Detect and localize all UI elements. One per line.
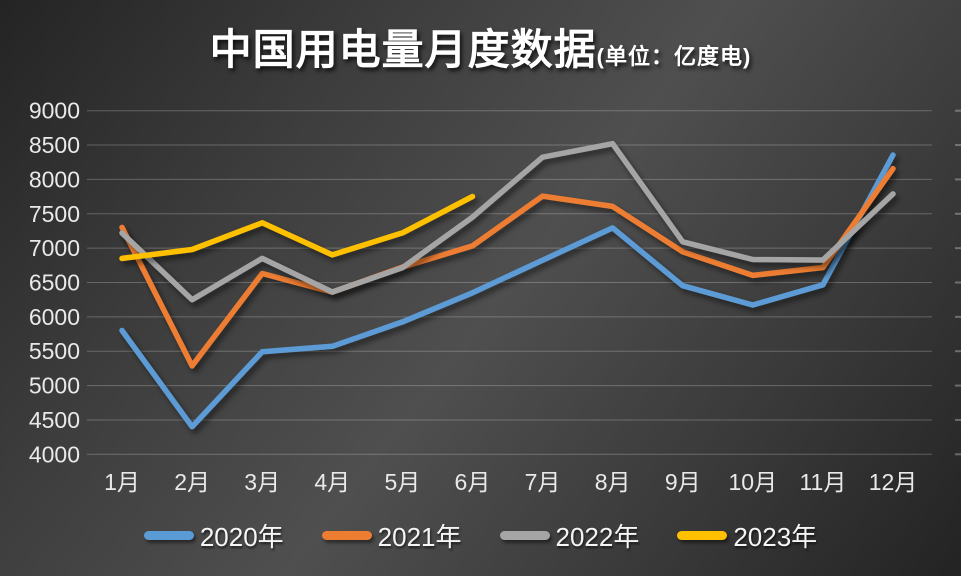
legend-item-2022年: 2022年 — [499, 517, 640, 554]
y-axis-label: 6500 — [29, 270, 80, 296]
legend-marker-icon — [499, 531, 550, 540]
chart-title-unit: (单位：亿度电) — [596, 44, 752, 69]
x-axis-label: 2月 — [174, 469, 210, 495]
series-line-2021年 — [119, 165, 896, 369]
series-lines — [119, 140, 896, 430]
y-axis-label: 5000 — [29, 373, 80, 399]
x-axis-label: 4月 — [314, 469, 350, 495]
x-axis-label: 11月 — [799, 469, 846, 495]
x-axis-label: 5月 — [384, 469, 420, 495]
y-axis-label: 7500 — [29, 201, 80, 227]
y-axis-label: 4000 — [29, 441, 80, 467]
legend-item-2020年: 2020年 — [143, 517, 284, 554]
x-axis-label: 1月 — [104, 469, 140, 495]
y-axis-label: 9000 — [29, 98, 80, 124]
y-axis-label: 6000 — [29, 304, 80, 330]
legend-label: 2022年 — [555, 522, 640, 552]
y-axis-label: 7000 — [29, 235, 80, 261]
legend-marker-icon — [143, 531, 194, 540]
legend-label: 2021年 — [377, 522, 462, 552]
x-axis-labels: 1月 2月 3月 4月 5月 6月 7月 8月 9月 10月 11月 12月 — [104, 469, 917, 495]
y-axis-label: 8000 — [29, 166, 80, 192]
series-line-2020年 — [119, 152, 896, 430]
series-line-2022年 — [119, 140, 896, 303]
x-axis-label: 6月 — [455, 469, 491, 495]
legend-label: 2020年 — [199, 522, 284, 552]
legend-item-2021年: 2021年 — [321, 517, 462, 554]
legend-label: 2023年 — [733, 522, 818, 552]
x-axis-label: 10月 — [729, 469, 778, 495]
chart-legend: 2020年 2021年 2022年 2023年 — [0, 517, 961, 554]
x-axis-label: 3月 — [244, 469, 280, 495]
y-axis-label: 5500 — [29, 338, 80, 364]
y-axis-labels: 9000 8500 8000 7500 7000 6500 6000 5500 5000 4500… — [29, 98, 80, 468]
x-axis-label: 7月 — [525, 469, 561, 495]
legend-marker-icon — [677, 531, 728, 540]
series-line-2023年 — [119, 193, 476, 262]
x-axis-label: 12月 — [869, 469, 918, 495]
legend-item-2023年: 2023年 — [677, 517, 817, 554]
gridlines — [87, 110, 932, 455]
y-axis-label: 8500 — [29, 132, 80, 158]
right-edge-ticks — [955, 109, 961, 456]
x-axis-label: 9月 — [665, 469, 701, 495]
y-axis-label: 4500 — [29, 407, 80, 433]
chart-title: 中国用电量月度数据(单位：亿度电) — [0, 16, 961, 77]
legend-marker-icon — [321, 531, 372, 540]
chart-title-text: 中国用电量月度数据 — [209, 26, 597, 73]
x-axis-label: 8月 — [595, 469, 631, 495]
